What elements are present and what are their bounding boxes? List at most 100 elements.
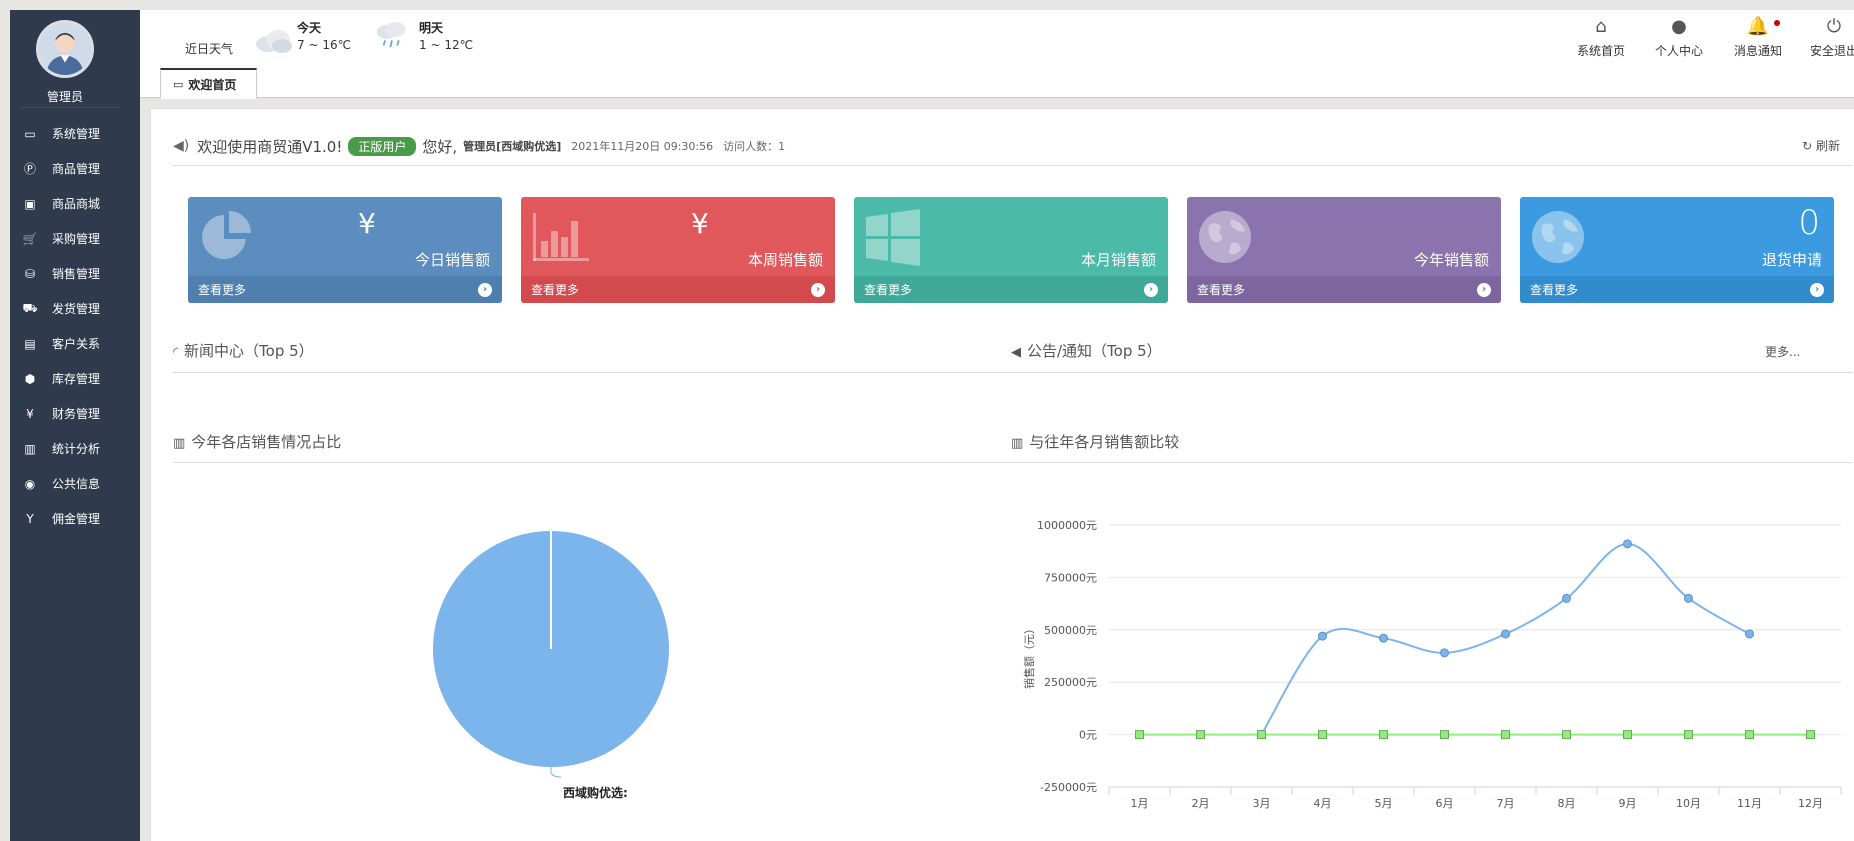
data-point[interactable] xyxy=(1379,633,1388,643)
sidebar-item-sales[interactable]: ⛁ 销售管理 xyxy=(10,256,140,291)
data-point[interactable] xyxy=(1806,730,1815,740)
data-point[interactable] xyxy=(1745,730,1754,740)
bar-chart-icon: ▥ xyxy=(1011,436,1024,451)
card-more-link[interactable]: 查看更多 › xyxy=(188,276,502,303)
today-temp: 7 ~ 16℃ xyxy=(297,38,352,52)
globe-icon xyxy=(1532,211,1584,263)
sidebar-item-products[interactable]: Ⓟ 商品管理 xyxy=(10,151,140,186)
data-point[interactable] xyxy=(1440,648,1449,658)
arrow-right-circle-icon: › xyxy=(1810,282,1824,297)
mall-icon: ▣ xyxy=(24,196,36,211)
user-name: 管理员 xyxy=(46,90,83,104)
sidebar-item-label: 采购管理 xyxy=(52,232,101,246)
data-point[interactable] xyxy=(1684,730,1693,740)
data-point[interactable] xyxy=(1135,730,1144,740)
line-title-text: 与往年各月销售额比较 xyxy=(1029,433,1180,451)
globe-icon xyxy=(1199,211,1251,263)
tab-welcome[interactable]: ▭ 欢迎首页 xyxy=(160,68,257,99)
stat-card-week-sales[interactable]: ¥ 本周销售额 查看更多 › xyxy=(521,197,835,303)
x-tick-label: 12月 xyxy=(1798,797,1823,810)
sidebar-item-label: 佣金管理 xyxy=(52,512,101,526)
commission-y-icon: Y xyxy=(26,511,34,526)
main-content: ◀) 欢迎使用商贸通V1.0! 正版用户 您好, 管理员[西域购优选] 2021… xyxy=(150,108,1854,841)
series-line xyxy=(1260,542,1751,736)
card-more-link[interactable]: 查看更多 › xyxy=(1520,276,1834,303)
y-tick-label: -250000元 xyxy=(1040,781,1097,794)
sidebar-item-finance[interactable]: ¥ 财务管理 xyxy=(10,396,140,431)
y-tick-label: 750000元 xyxy=(1044,571,1097,584)
cubes-icon: ⬢ xyxy=(24,371,36,386)
product-p-icon: Ⓟ xyxy=(23,162,36,176)
divider xyxy=(173,165,1853,166)
sidebar-item-customers[interactable]: ▤ 客户关系 xyxy=(10,326,140,361)
news-section-title: ◜ 新闻中心（Top 5） xyxy=(173,340,314,361)
sidebar-item-mall[interactable]: ▣ 商品商城 xyxy=(10,186,140,221)
monitor-icon: ▭ xyxy=(173,77,184,91)
stat-card-returns[interactable]: 0 退货申请 查看更多 › xyxy=(1520,197,1834,303)
data-point[interactable] xyxy=(1379,730,1388,740)
hello-text: 您好, xyxy=(422,137,458,156)
top-header: 近日天气 今天 7 ~ 16℃ 明天 1 ~ 12℃ ⌂ 系统首页 ● 个人中心… xyxy=(140,10,1854,68)
arrow-right-circle-icon: › xyxy=(1477,282,1491,297)
megaphone-icon: ◀ xyxy=(1011,345,1021,360)
refresh-button[interactable]: ↻ 刷新 xyxy=(1802,137,1840,154)
y-tick-label: 0元 xyxy=(1079,729,1097,742)
stat-card-year-sales[interactable]: 今年销售额 查看更多 › xyxy=(1187,197,1501,303)
pie-label-connector xyxy=(550,767,562,778)
data-point[interactable] xyxy=(1501,730,1510,740)
globe-icon: ◉ xyxy=(24,476,36,491)
card-value: 0 xyxy=(1798,203,1820,243)
stat-card-month-sales[interactable]: 本月销售额 查看更多 › xyxy=(854,197,1168,303)
avatar[interactable] xyxy=(36,20,94,78)
profile-link[interactable]: ● 个人中心 xyxy=(1641,16,1717,64)
data-point[interactable] xyxy=(1623,539,1632,549)
pie-chart-icon xyxy=(202,211,251,259)
home-link[interactable]: ⌂ 系统首页 xyxy=(1563,16,1639,64)
sidebar-item-statistics[interactable]: ▥ 统计分析 xyxy=(10,431,140,466)
notifications-link[interactable]: 🔔 消息通知 xyxy=(1720,16,1796,64)
briefcase-icon: ▤ xyxy=(24,336,36,351)
logout-link[interactable]: ⏻ 安全退出 xyxy=(1796,16,1854,64)
notice-more-link[interactable]: 更多... xyxy=(1765,345,1801,359)
data-point[interactable] xyxy=(1562,730,1571,740)
sidebar-item-label: 商品商城 xyxy=(52,197,101,211)
arrow-right-circle-icon: › xyxy=(811,282,825,297)
data-point[interactable] xyxy=(1196,730,1205,740)
card-value: ¥ xyxy=(358,207,376,240)
tab-label: 欢迎首页 xyxy=(188,77,237,92)
stat-card-today-sales[interactable]: ¥ 今日销售额 查看更多 › xyxy=(188,197,502,303)
data-point[interactable] xyxy=(1440,730,1449,740)
sidebar-item-shipping[interactable]: ⛟ 发货管理 xyxy=(10,291,140,326)
tomorrow-temp: 1 ~ 12℃ xyxy=(419,38,474,52)
data-point[interactable] xyxy=(1318,730,1327,740)
data-point[interactable] xyxy=(1623,730,1632,740)
notice-title-text: 公告/通知（Top 5） xyxy=(1027,342,1162,360)
visit-count: 访问人数：1 xyxy=(723,140,786,153)
sidebar-item-system[interactable]: ▭ 系统管理 xyxy=(10,116,140,151)
data-point[interactable] xyxy=(1257,730,1266,740)
x-tick-label: 11月 xyxy=(1737,797,1762,810)
bar-chart-icon: ▥ xyxy=(24,441,36,456)
divider xyxy=(20,107,120,108)
arrow-right-circle-icon: › xyxy=(478,282,492,297)
sidebar-item-commission[interactable]: Y 佣金管理 xyxy=(10,501,140,536)
divider xyxy=(173,372,1853,373)
divider xyxy=(173,462,1853,463)
x-tick-label: 9月 xyxy=(1619,797,1637,810)
card-more-link[interactable]: 查看更多 › xyxy=(521,276,835,303)
sidebar-item-purchase[interactable]: 🛒 采购管理 xyxy=(10,221,140,256)
basket-icon: ⛁ xyxy=(24,266,36,281)
sidebar-item-public-info[interactable]: ◉ 公共信息 xyxy=(10,466,140,501)
card-more-label: 查看更多 xyxy=(1197,283,1246,297)
x-tick-label: 5月 xyxy=(1375,797,1393,810)
sidebar-item-inventory[interactable]: ⬢ 库存管理 xyxy=(10,361,140,396)
sidebar-item-label: 销售管理 xyxy=(52,267,101,281)
card-more-link[interactable]: 查看更多 › xyxy=(854,276,1168,303)
data-point[interactable] xyxy=(1318,631,1327,641)
data-point[interactable] xyxy=(1501,629,1510,639)
data-point[interactable] xyxy=(1745,629,1754,639)
data-point[interactable] xyxy=(1562,593,1571,603)
card-more-link[interactable]: 查看更多 › xyxy=(1187,276,1501,303)
data-point[interactable] xyxy=(1684,593,1693,603)
welcome-text: 欢迎使用商贸通V1.0! xyxy=(197,137,343,156)
